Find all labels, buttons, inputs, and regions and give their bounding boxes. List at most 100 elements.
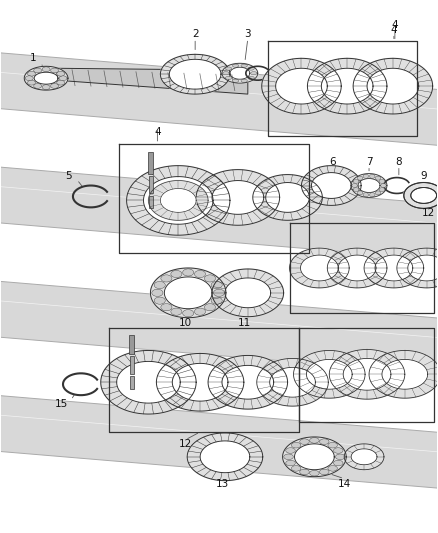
Polygon shape xyxy=(34,72,58,84)
Polygon shape xyxy=(307,58,387,114)
Polygon shape xyxy=(200,441,250,473)
Ellipse shape xyxy=(300,469,309,475)
Polygon shape xyxy=(0,394,438,489)
Polygon shape xyxy=(127,166,230,235)
Ellipse shape xyxy=(357,191,363,195)
Polygon shape xyxy=(294,444,334,470)
Bar xyxy=(130,357,134,374)
Ellipse shape xyxy=(352,183,357,188)
Polygon shape xyxy=(0,52,438,147)
Ellipse shape xyxy=(171,308,182,315)
Text: 8: 8 xyxy=(396,157,402,167)
Ellipse shape xyxy=(205,304,215,311)
Polygon shape xyxy=(367,68,419,104)
Ellipse shape xyxy=(226,67,232,70)
Polygon shape xyxy=(230,67,250,79)
Ellipse shape xyxy=(310,471,319,476)
Polygon shape xyxy=(56,68,248,94)
Ellipse shape xyxy=(353,180,359,183)
Polygon shape xyxy=(404,182,438,208)
Ellipse shape xyxy=(183,269,194,276)
Polygon shape xyxy=(160,54,230,94)
Polygon shape xyxy=(208,356,288,409)
Ellipse shape xyxy=(333,461,343,466)
Ellipse shape xyxy=(353,188,359,191)
Polygon shape xyxy=(24,66,68,90)
Ellipse shape xyxy=(241,79,247,83)
Ellipse shape xyxy=(42,85,50,90)
Text: 7: 7 xyxy=(366,157,372,167)
Polygon shape xyxy=(344,444,384,470)
Ellipse shape xyxy=(370,193,375,197)
Polygon shape xyxy=(270,367,315,397)
Polygon shape xyxy=(196,169,279,225)
Ellipse shape xyxy=(211,281,222,288)
Bar xyxy=(148,152,153,174)
Text: 14: 14 xyxy=(338,479,351,489)
Ellipse shape xyxy=(336,454,345,459)
Text: 3: 3 xyxy=(244,29,251,39)
Ellipse shape xyxy=(211,297,222,304)
Ellipse shape xyxy=(28,80,35,85)
Polygon shape xyxy=(212,181,264,214)
Polygon shape xyxy=(276,68,327,104)
Text: 9: 9 xyxy=(420,171,427,181)
Polygon shape xyxy=(364,248,424,288)
Bar xyxy=(149,175,153,193)
Polygon shape xyxy=(222,365,274,399)
Ellipse shape xyxy=(375,191,381,195)
Bar xyxy=(130,376,134,389)
Bar xyxy=(129,335,134,354)
Ellipse shape xyxy=(161,275,172,282)
Polygon shape xyxy=(257,358,328,406)
Polygon shape xyxy=(307,359,352,389)
Text: 12: 12 xyxy=(422,208,435,219)
Text: 2: 2 xyxy=(192,29,198,39)
Polygon shape xyxy=(397,248,438,288)
Ellipse shape xyxy=(370,174,375,179)
Polygon shape xyxy=(311,173,351,198)
Polygon shape xyxy=(0,166,438,261)
Polygon shape xyxy=(156,353,244,411)
Ellipse shape xyxy=(50,68,59,73)
Text: 13: 13 xyxy=(215,479,229,489)
Ellipse shape xyxy=(194,270,205,278)
Ellipse shape xyxy=(34,84,42,88)
Ellipse shape xyxy=(319,469,329,475)
Text: 4: 4 xyxy=(154,127,161,137)
Ellipse shape xyxy=(152,289,163,296)
Ellipse shape xyxy=(248,76,254,79)
Polygon shape xyxy=(117,361,180,403)
Polygon shape xyxy=(101,351,196,414)
Text: 10: 10 xyxy=(179,318,192,328)
Polygon shape xyxy=(150,268,226,318)
Polygon shape xyxy=(411,188,437,204)
Ellipse shape xyxy=(154,297,165,304)
Text: 4: 4 xyxy=(392,20,398,29)
Polygon shape xyxy=(253,175,322,220)
Text: 5: 5 xyxy=(66,171,72,181)
Ellipse shape xyxy=(300,439,309,445)
Ellipse shape xyxy=(363,193,369,197)
Polygon shape xyxy=(212,269,283,317)
Polygon shape xyxy=(172,364,228,401)
Ellipse shape xyxy=(248,67,254,70)
Ellipse shape xyxy=(381,183,386,188)
Polygon shape xyxy=(321,68,373,104)
Ellipse shape xyxy=(251,71,257,75)
Ellipse shape xyxy=(194,308,205,315)
Polygon shape xyxy=(358,179,380,192)
Polygon shape xyxy=(351,449,377,465)
Text: 6: 6 xyxy=(329,157,336,167)
Ellipse shape xyxy=(42,67,50,71)
Ellipse shape xyxy=(363,174,369,179)
Ellipse shape xyxy=(310,438,319,443)
Polygon shape xyxy=(343,358,391,390)
Ellipse shape xyxy=(213,289,225,296)
Ellipse shape xyxy=(286,461,295,466)
Polygon shape xyxy=(375,255,413,281)
Ellipse shape xyxy=(328,466,337,471)
Ellipse shape xyxy=(291,442,301,448)
Polygon shape xyxy=(144,176,213,224)
Ellipse shape xyxy=(357,176,363,180)
